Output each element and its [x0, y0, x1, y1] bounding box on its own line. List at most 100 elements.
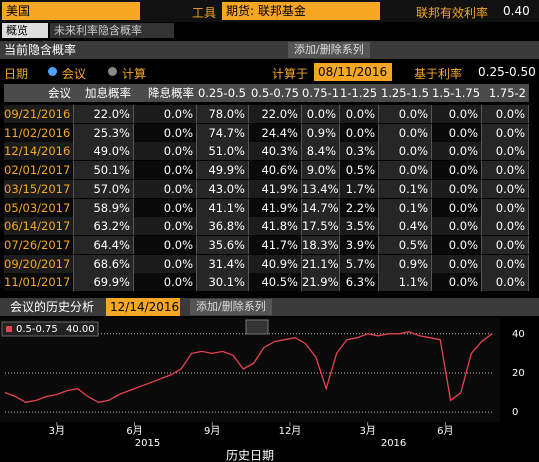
legend-name: 0.5-0.75 — [16, 324, 58, 335]
radio-off[interactable] — [108, 67, 117, 76]
radio-label[interactable]: 计算 — [122, 67, 147, 81]
table-cell: 0.0% — [482, 179, 529, 198]
table-cell: 25.3% — [74, 123, 134, 142]
y-tick-label: 0 — [512, 407, 518, 418]
table-cell: 0.0% — [482, 123, 529, 142]
table-cell: 06/14/2017 — [4, 217, 74, 236]
calc-date[interactable]: 08/11/2016 — [314, 63, 392, 81]
history-title: 会议的历史分析 — [10, 300, 95, 314]
table-cell: 0.0% — [302, 105, 340, 123]
table-cell: 0.0% — [432, 142, 482, 161]
year-label: 2016 — [381, 438, 406, 449]
table-cell: 50.1% — [74, 161, 134, 180]
table-cell: 0.0% — [432, 123, 482, 142]
base-label: 基于利率 — [414, 67, 463, 81]
table-cell: 0.0% — [134, 273, 197, 292]
table-cell: 41.1% — [197, 198, 249, 217]
x-tick-label: 12月 — [279, 425, 302, 437]
legend-value: 40.00 — [66, 324, 95, 335]
table-cell: 0.0% — [432, 105, 482, 123]
panel-bar — [0, 41, 539, 59]
table-cell: 1.7% — [340, 179, 379, 198]
rate-value: 0.40 — [503, 4, 530, 18]
y-tick-label: 20 — [512, 368, 525, 379]
legend-box — [1, 321, 99, 337]
table-cell: 1.1% — [379, 273, 432, 292]
y-tick-label: 40 — [512, 329, 525, 340]
table-cell: 22.0% — [74, 105, 134, 123]
table-cell: 0.0% — [432, 217, 482, 236]
table-cell: 6.3% — [340, 273, 379, 292]
table-cell: 0.0% — [432, 235, 482, 254]
table-cell: 21.9% — [302, 273, 340, 292]
table-cell: 69.9% — [74, 273, 134, 292]
table-cell: 0.0% — [379, 123, 432, 142]
tab[interactable]: 概览 — [2, 23, 48, 38]
table-cell: 会议 — [4, 84, 74, 102]
table-cell: 09/20/2017 — [4, 254, 74, 273]
year-label: 2015 — [135, 438, 160, 449]
x-tick-label: 3月 — [49, 425, 65, 437]
table-cell: 0.75-1 — [302, 84, 340, 102]
base-rate: 0.25-0.50 — [478, 65, 536, 79]
table-cell: 13.4% — [302, 179, 340, 198]
table-cell: 9.0% — [302, 161, 340, 180]
table-cell: 17.5% — [302, 217, 340, 236]
table-cell: 1.75-2 — [482, 84, 529, 102]
table-cell: 0.0% — [482, 105, 529, 123]
table-cell: 74.7% — [197, 123, 249, 142]
table-cell: 0.0% — [482, 254, 529, 273]
tab[interactable]: 未来利率隐含概率 — [50, 23, 174, 38]
table-cell: 1.25-1.5 — [379, 84, 432, 102]
table-cell: 0.5-0.75 — [249, 84, 302, 102]
table-cell: 0.5% — [379, 235, 432, 254]
table-cell: 41.9% — [249, 179, 302, 198]
table-cell: 11/01/2017 — [4, 273, 74, 292]
table-cell: 36.8% — [197, 217, 249, 236]
series-button[interactable]: 添加/删除系列 — [190, 299, 272, 315]
table-cell: 58.9% — [74, 198, 134, 217]
table-cell: 3.5% — [340, 217, 379, 236]
market-field[interactable]: 美国 — [2, 2, 140, 20]
table-cell: 68.6% — [74, 254, 134, 273]
table-cell: 41.7% — [249, 235, 302, 254]
table-cell: 0.0% — [134, 198, 197, 217]
x-tick-label: 6月 — [126, 425, 142, 437]
table-cell: 41.9% — [249, 198, 302, 217]
chart-tool — [245, 319, 269, 335]
table-cell: 05/03/2017 — [4, 198, 74, 217]
table-cell: 41.8% — [249, 217, 302, 236]
table-cell: 40.6% — [249, 161, 302, 180]
table-cell: 0.0% — [482, 198, 529, 217]
tool-label: 工具 — [192, 6, 217, 20]
table-cell: 24.4% — [249, 123, 302, 142]
panel-title: 当前隐含概率 — [4, 43, 77, 57]
table-cell: 14.7% — [302, 198, 340, 217]
table-cell: 40.3% — [249, 142, 302, 161]
table-cell: 1.5-1.75 — [432, 84, 482, 102]
legend-swatch — [6, 326, 12, 332]
table-cell: 0.0% — [482, 142, 529, 161]
tool-field[interactable]: 期货: 联邦基金 — [222, 2, 380, 20]
radio-label[interactable]: 会议 — [62, 67, 87, 81]
x-tick-label: 6月 — [437, 425, 453, 437]
table-cell: 12/14/2016 — [4, 142, 74, 161]
radio-on[interactable] — [48, 67, 57, 76]
table-cell: 8.4% — [302, 142, 340, 161]
meeting-field[interactable]: 12/14/2016 — [106, 298, 180, 316]
table-cell: 0.0% — [482, 161, 529, 180]
table-cell: 64.4% — [74, 235, 134, 254]
table-cell: 0.5% — [340, 161, 379, 180]
table-cell: 57.0% — [74, 179, 134, 198]
table-cell: 0.0% — [482, 235, 529, 254]
table-cell: 0.9% — [302, 123, 340, 142]
table-cell: 0.0% — [134, 142, 197, 161]
table-cell: 18.3% — [302, 235, 340, 254]
table-cell: 0.0% — [379, 105, 432, 123]
table-cell: 0.0% — [432, 179, 482, 198]
series-button[interactable]: 添加/删除系列 — [288, 42, 370, 58]
table-cell: 0.0% — [340, 105, 379, 123]
table-cell: 1-1.25 — [340, 84, 379, 102]
table-cell: 0.0% — [134, 179, 197, 198]
